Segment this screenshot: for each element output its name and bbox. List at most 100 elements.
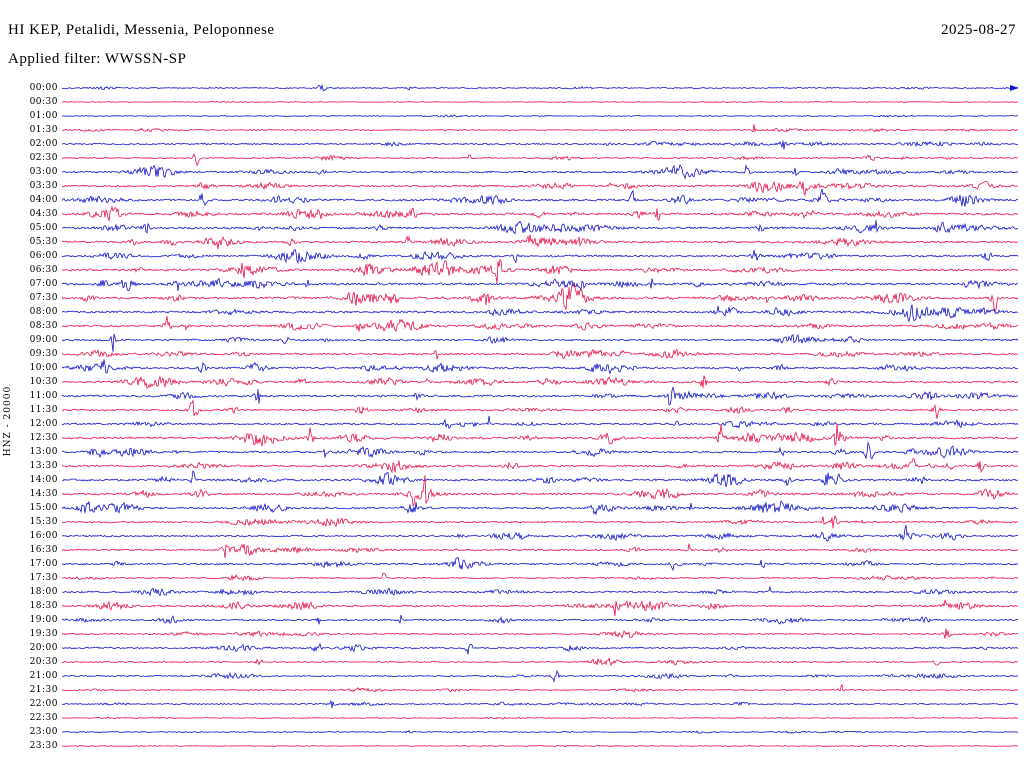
time-label-1930: 19:30 bbox=[29, 629, 58, 639]
time-label-0600: 06:00 bbox=[29, 251, 58, 261]
trace-0530 bbox=[62, 234, 1019, 250]
time-label-0500: 05:00 bbox=[29, 223, 58, 233]
time-label-2300: 23:00 bbox=[29, 727, 58, 737]
trace-1300 bbox=[62, 441, 1019, 460]
trace-1630 bbox=[62, 543, 1019, 559]
trace-0730 bbox=[62, 283, 1019, 314]
time-label-1430: 14:30 bbox=[29, 489, 58, 499]
trace-0200 bbox=[62, 140, 1019, 150]
trace-2030 bbox=[62, 657, 1019, 667]
time-label-1630: 16:30 bbox=[29, 545, 58, 555]
trace-1730 bbox=[62, 572, 1019, 582]
seismogram-traces bbox=[62, 84, 1019, 748]
time-label-1230: 12:30 bbox=[29, 433, 58, 443]
trace-0430 bbox=[62, 205, 1019, 222]
trace-0130 bbox=[62, 124, 1019, 133]
trace-0800 bbox=[62, 304, 1019, 323]
time-label-1330: 13:30 bbox=[29, 461, 58, 471]
time-label-0030: 00:30 bbox=[29, 97, 58, 107]
time-label-1300: 13:00 bbox=[29, 447, 58, 457]
time-label-1030: 10:30 bbox=[29, 377, 58, 387]
trace-2000 bbox=[62, 642, 1019, 655]
trace-1030 bbox=[62, 375, 1019, 389]
trace-1130 bbox=[62, 399, 1019, 419]
time-label-0700: 07:00 bbox=[29, 279, 58, 289]
trace-1000 bbox=[62, 359, 1019, 375]
trace-1600 bbox=[62, 524, 1019, 542]
time-label-2330: 23:30 bbox=[29, 741, 58, 751]
time-label-1700: 17:00 bbox=[29, 559, 58, 569]
time-label-2130: 21:30 bbox=[29, 685, 58, 695]
time-label-1500: 15:00 bbox=[29, 503, 58, 513]
time-label-0530: 05:30 bbox=[29, 237, 58, 247]
trace-0630 bbox=[62, 258, 1019, 284]
trace-1530 bbox=[62, 515, 1019, 529]
trace-1330 bbox=[62, 458, 1019, 474]
filter-label: Applied filter: WWSSN-SP bbox=[8, 51, 187, 67]
time-label-1600: 16:00 bbox=[29, 531, 58, 541]
trace-0500 bbox=[62, 219, 1019, 235]
time-label-1900: 19:00 bbox=[29, 615, 58, 625]
time-label-0730: 07:30 bbox=[29, 293, 58, 303]
time-label-0330: 03:30 bbox=[29, 181, 58, 191]
trace-0100 bbox=[62, 114, 1019, 118]
time-label-0000: 00:00 bbox=[29, 83, 58, 93]
time-label-0400: 04:00 bbox=[29, 195, 58, 205]
time-label-1100: 11:00 bbox=[29, 391, 58, 401]
time-label-0800: 08:00 bbox=[29, 307, 58, 317]
trace-1100 bbox=[62, 386, 1018, 406]
time-label-1000: 10:00 bbox=[29, 363, 58, 373]
trace-0000 bbox=[62, 84, 1019, 92]
time-label-2230: 22:30 bbox=[29, 713, 58, 723]
trace-0300 bbox=[62, 164, 1019, 180]
time-label-1530: 15:30 bbox=[29, 517, 58, 527]
trace-1930 bbox=[62, 628, 1018, 639]
trace-0930 bbox=[62, 348, 1019, 360]
trace-1900 bbox=[62, 614, 1019, 625]
trace-0030 bbox=[62, 100, 1019, 104]
trace-1700 bbox=[62, 556, 1019, 572]
trace-2300 bbox=[62, 729, 1019, 734]
time-label-0930: 09:30 bbox=[29, 349, 58, 359]
trace-2330 bbox=[62, 744, 1019, 748]
time-label-1200: 12:00 bbox=[29, 419, 58, 429]
trace-1500 bbox=[62, 500, 1018, 516]
time-label-0900: 09:00 bbox=[29, 335, 58, 345]
trace-0600 bbox=[62, 249, 1019, 265]
trace-0400 bbox=[62, 188, 1019, 207]
trace-1400 bbox=[62, 469, 1019, 487]
trace-0700 bbox=[62, 277, 1019, 292]
time-label-0230: 02:30 bbox=[29, 153, 58, 163]
trace-1200 bbox=[62, 415, 1019, 429]
trace-2130 bbox=[62, 683, 1019, 693]
time-label-1400: 14:00 bbox=[29, 475, 58, 485]
trace-2100 bbox=[62, 670, 1019, 684]
time-label-2200: 22:00 bbox=[29, 699, 58, 709]
time-label-0200: 02:00 bbox=[29, 139, 58, 149]
time-label-0300: 03:00 bbox=[29, 167, 58, 177]
time-label-0430: 04:30 bbox=[29, 209, 58, 219]
date-label: 2025-08-27 bbox=[941, 22, 1016, 38]
trace-0230 bbox=[62, 153, 1019, 167]
time-label-1730: 17:30 bbox=[29, 573, 58, 583]
time-label-0100: 01:00 bbox=[29, 111, 58, 121]
time-label-0630: 06:30 bbox=[29, 265, 58, 275]
time-label-1130: 11:30 bbox=[29, 405, 58, 415]
trace-2200 bbox=[62, 700, 1019, 709]
trace-1230 bbox=[62, 423, 1019, 447]
trace-1800 bbox=[62, 585, 1018, 597]
station-title: HI KEP, Petalidi, Messenia, Peloponnese bbox=[8, 22, 275, 38]
time-label-0830: 08:30 bbox=[29, 321, 58, 331]
time-label-1800: 18:00 bbox=[29, 587, 58, 597]
trace-0330 bbox=[62, 180, 1019, 197]
time-label-2000: 20:00 bbox=[29, 643, 58, 653]
trace-2230 bbox=[62, 716, 1019, 720]
trace-end-arrow bbox=[1010, 85, 1019, 91]
time-label-0130: 01:30 bbox=[29, 125, 58, 135]
trace-0830 bbox=[62, 315, 1019, 333]
trace-1430 bbox=[62, 475, 1019, 507]
trace-0900 bbox=[62, 333, 1019, 352]
time-label-2030: 20:30 bbox=[29, 657, 58, 667]
trace-1830 bbox=[62, 599, 1019, 617]
